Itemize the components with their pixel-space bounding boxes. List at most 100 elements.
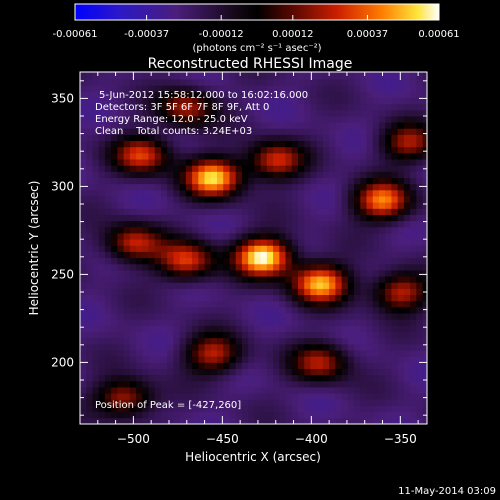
heatmap-cell — [104, 343, 112, 351]
heatmap-cell — [341, 319, 349, 326]
heatmap-cell — [80, 202, 87, 209]
heatmap-cell — [248, 177, 255, 185]
heatmap-cell — [92, 411, 100, 419]
heatmap-cell — [217, 417, 224, 425]
heatmap-cell — [260, 245, 268, 252]
heatmap-cell — [241, 85, 249, 92]
heatmap-cell — [248, 319, 255, 326]
heatmap-cell — [179, 208, 187, 215]
heatmap-cell — [198, 306, 205, 314]
heatmap-cell — [241, 202, 249, 209]
heatmap-cell — [173, 294, 181, 302]
heatmap-cell — [192, 202, 199, 209]
heatmap-cell — [316, 251, 324, 259]
heatmap-cell — [422, 220, 428, 228]
heatmap-cell — [354, 226, 361, 234]
heatmap-cell — [117, 226, 124, 234]
heatmap-cell — [422, 128, 428, 135]
heatmap-cell — [403, 239, 411, 246]
heatmap-cell — [310, 128, 318, 135]
heatmap-cell — [410, 171, 417, 178]
heatmap-cell — [316, 276, 324, 283]
heatmap-cell — [422, 97, 428, 105]
heatmap-cell — [223, 319, 230, 326]
heatmap-cell — [304, 288, 311, 296]
heatmap-cell — [422, 282, 428, 289]
heatmap-cell — [179, 313, 187, 320]
heatmap-cell — [129, 226, 137, 234]
heatmap-cell — [192, 116, 199, 123]
heatmap-cell — [285, 245, 293, 252]
heatmap-cell — [329, 288, 336, 296]
heatmap-cell — [297, 109, 305, 117]
heatmap-cell — [86, 91, 93, 98]
heatmap-cell — [372, 319, 380, 326]
heatmap-cell — [341, 411, 349, 419]
heatmap-cell — [142, 202, 149, 209]
heatmap-cell — [123, 325, 131, 332]
heatmap-cell — [416, 343, 423, 351]
heatmap-cell — [198, 134, 205, 142]
heatmap-cell — [104, 116, 112, 123]
heatmap-cell — [111, 109, 118, 117]
heatmap-cell — [210, 257, 218, 265]
heatmap-cell — [360, 177, 367, 185]
heatmap-cell — [273, 325, 280, 332]
heatmap-cell — [378, 189, 386, 197]
heatmap-cell — [297, 214, 305, 222]
heatmap-cell — [279, 72, 286, 74]
heatmap-cell — [204, 214, 212, 222]
heatmap-cell — [129, 387, 137, 394]
heatmap-cell — [98, 122, 106, 129]
heatmap-cell — [403, 226, 411, 234]
heatmap-cell — [366, 146, 374, 154]
heatmap-cell — [198, 239, 205, 246]
heatmap-cell — [279, 85, 286, 92]
heatmap-cell — [322, 91, 330, 98]
heatmap-cell — [92, 189, 100, 197]
heatmap-cell — [316, 85, 324, 92]
heatmap-cell — [129, 152, 137, 160]
heatmap-cell — [86, 196, 93, 203]
heatmap-cell — [397, 183, 405, 191]
heatmap-cell — [86, 146, 93, 154]
heatmap-cell — [173, 214, 181, 222]
heatmap-cell — [86, 220, 93, 228]
heatmap-cell — [235, 152, 243, 160]
heatmap-cell — [422, 270, 428, 277]
heatmap-cell — [104, 109, 112, 117]
heatmap-cell — [391, 239, 399, 246]
heatmap-cell — [416, 159, 423, 166]
heatmap-cell — [148, 411, 156, 419]
heatmap-cell — [80, 177, 87, 185]
heatmap-cell — [142, 276, 149, 283]
heatmap-cell — [254, 165, 262, 172]
heatmap-cell — [104, 79, 112, 86]
heatmap-cell — [297, 343, 305, 351]
heatmap-cell — [254, 79, 262, 86]
heatmap-cell — [160, 313, 168, 320]
heatmap-cell — [229, 399, 237, 406]
heatmap-cell — [279, 233, 286, 240]
heatmap-cell — [229, 245, 237, 252]
heatmap-cell — [136, 220, 143, 228]
heatmap-cell — [329, 85, 336, 92]
heatmap-cell — [410, 257, 417, 265]
heatmap-cell — [260, 399, 268, 406]
heatmap-cell — [86, 337, 93, 345]
heatmap-cell — [173, 239, 181, 246]
heatmap-cell — [173, 362, 181, 369]
heatmap-cell — [223, 356, 230, 363]
heatmap-cell — [173, 152, 181, 160]
heatmap-cell — [154, 79, 162, 86]
heatmap-cell — [192, 72, 199, 74]
heatmap-cell — [148, 350, 156, 357]
heatmap-cell — [185, 152, 193, 160]
heatmap-cell — [98, 405, 106, 413]
heatmap-cell — [366, 294, 374, 302]
heatmap-cell — [385, 226, 392, 234]
heatmap-cell — [372, 214, 380, 222]
heatmap-cell — [285, 276, 293, 283]
heatmap-cell — [210, 226, 218, 234]
heatmap-cell — [273, 103, 280, 111]
